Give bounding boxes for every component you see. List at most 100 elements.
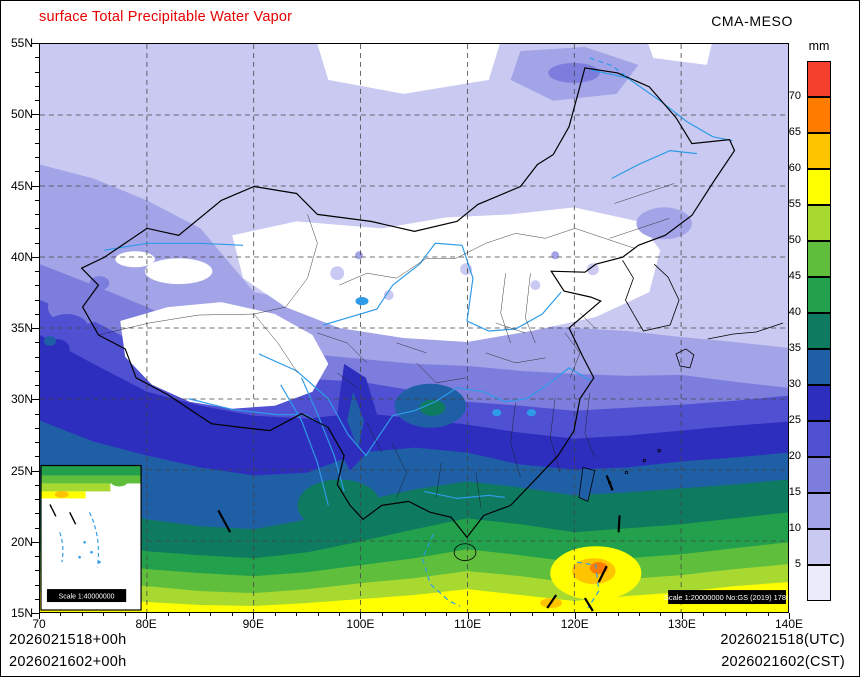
y-axis-tick bbox=[35, 271, 39, 272]
y-axis-tick bbox=[35, 71, 39, 73]
x-axis-tick bbox=[596, 613, 598, 616]
footer-init-utc: 2026021518+00h bbox=[9, 632, 127, 648]
y-axis-tick bbox=[35, 370, 39, 372]
colorbar-box bbox=[807, 313, 831, 349]
colorbar-box bbox=[807, 349, 831, 385]
x-axis-tick bbox=[424, 613, 426, 616]
x-axis-tick bbox=[253, 613, 255, 619]
x-axis-tick bbox=[210, 613, 212, 616]
sea-boundaries bbox=[421, 57, 631, 609]
y-axis-tick bbox=[35, 556, 39, 557]
x-axis-tick bbox=[789, 613, 790, 619]
x-axis-tick bbox=[746, 613, 748, 616]
colorbar-box bbox=[807, 97, 831, 133]
y-axis-tick bbox=[32, 43, 39, 44]
china-border bbox=[80, 67, 736, 539]
x-axis-label: 140E bbox=[774, 617, 803, 631]
footer-init-cst: 2026021602+00h bbox=[9, 654, 127, 670]
x-axis-label: 80E bbox=[135, 617, 157, 631]
y-axis-tick bbox=[32, 399, 39, 401]
map-frame: Scale 1:40000000 Scale 1:20000000 No:GS … bbox=[39, 43, 789, 613]
x-axis-tick bbox=[531, 613, 533, 616]
x-axis-tick bbox=[274, 613, 276, 616]
colorbar-label: 50 bbox=[788, 234, 801, 246]
x-axis-tick bbox=[681, 613, 683, 619]
colorbar-label: 55 bbox=[788, 198, 801, 210]
colorbar-label: 65 bbox=[788, 126, 801, 138]
y-axis-tick bbox=[35, 57, 39, 59]
x-axis-tick bbox=[81, 613, 83, 616]
x-axis-tick bbox=[317, 613, 319, 616]
y-axis-label: 20N bbox=[10, 534, 33, 549]
y-axis-tick bbox=[35, 356, 39, 358]
x-axis-tick bbox=[146, 613, 148, 619]
y-axis-label: 50N bbox=[10, 107, 33, 122]
colorbar-box bbox=[807, 61, 831, 97]
colorbar-box bbox=[807, 493, 831, 529]
colorbar-box bbox=[807, 133, 831, 169]
colorbar-box bbox=[807, 457, 831, 493]
y-axis-tick bbox=[35, 313, 39, 315]
y-axis-label: 45N bbox=[10, 178, 33, 193]
y-axis-label: 55N bbox=[10, 36, 33, 50]
x-axis-tick bbox=[381, 613, 383, 616]
colorbar-box bbox=[807, 385, 831, 421]
colorbar-box bbox=[807, 205, 831, 241]
x-axis-tick bbox=[296, 613, 298, 616]
x-axis-tick bbox=[189, 613, 190, 616]
x-axis-tick bbox=[403, 613, 405, 616]
colorbar-box bbox=[807, 277, 831, 313]
x-axis-tick bbox=[767, 613, 769, 616]
x-axis-tick bbox=[339, 613, 340, 616]
x-axis-tick bbox=[510, 613, 512, 616]
colorbar-box bbox=[807, 565, 831, 601]
y-axis-tick bbox=[35, 100, 39, 101]
y-axis-tick bbox=[35, 527, 39, 529]
province-borders bbox=[98, 183, 675, 508]
x-axis-label: 70 bbox=[32, 617, 46, 631]
map-scale-note: Scale 1:20000000 No:GS (2019) 1786 bbox=[664, 590, 788, 605]
scale-note-label: Scale 1:20000000 No:GS (2019) 1786 bbox=[664, 593, 788, 602]
model-name-label: CMA-MESO bbox=[711, 13, 793, 29]
y-axis-tick bbox=[35, 199, 39, 201]
nine-dash-line bbox=[217, 475, 621, 612]
y-axis-tick bbox=[35, 142, 39, 144]
y-axis-tick bbox=[32, 613, 39, 614]
colorbar-label: 45 bbox=[788, 270, 801, 282]
y-axis-tick bbox=[35, 427, 39, 429]
dry-regions bbox=[115, 44, 712, 409]
y-axis-label: 35N bbox=[10, 321, 33, 335]
x-axis-tick bbox=[124, 613, 126, 616]
y-axis-tick bbox=[35, 499, 39, 500]
y-axis-tick bbox=[35, 228, 39, 230]
y-axis-tick bbox=[35, 456, 39, 458]
colorbar-label: 60 bbox=[788, 162, 801, 174]
x-axis-tick bbox=[660, 613, 662, 616]
x-axis-label: 110E bbox=[453, 617, 482, 631]
x-axis-tick bbox=[103, 613, 105, 616]
colorbar-unit-label: mm bbox=[808, 39, 830, 53]
page-title: surface Total Precipitable Water Vapor bbox=[39, 9, 293, 25]
x-axis-tick bbox=[167, 613, 169, 616]
colorbar-box bbox=[807, 169, 831, 205]
colorbar-label: 25 bbox=[788, 414, 801, 426]
x-axis-tick bbox=[60, 613, 62, 616]
inset-map: Scale 1:40000000 bbox=[40, 464, 142, 611]
colorbar-box bbox=[807, 529, 831, 565]
y-axis-tick bbox=[32, 114, 39, 116]
colorbar-label: 20 bbox=[788, 450, 801, 462]
x-axis-tick bbox=[724, 613, 726, 616]
x-axis-tick bbox=[467, 613, 469, 619]
x-axis-tick bbox=[489, 613, 490, 616]
x-axis-tick bbox=[360, 613, 362, 619]
y-axis-label: 40N bbox=[10, 249, 33, 264]
colorbar-box bbox=[807, 421, 831, 457]
colorbar-label: 40 bbox=[788, 306, 801, 318]
x-axis-tick bbox=[553, 613, 555, 616]
x-axis-label: 100E bbox=[346, 617, 375, 631]
y-axis-tick bbox=[35, 157, 39, 158]
y-axis-tick bbox=[35, 285, 39, 287]
colorbar-label: 70 bbox=[788, 90, 801, 102]
y-axis-tick bbox=[35, 242, 39, 244]
y-axis-tick bbox=[32, 185, 39, 187]
